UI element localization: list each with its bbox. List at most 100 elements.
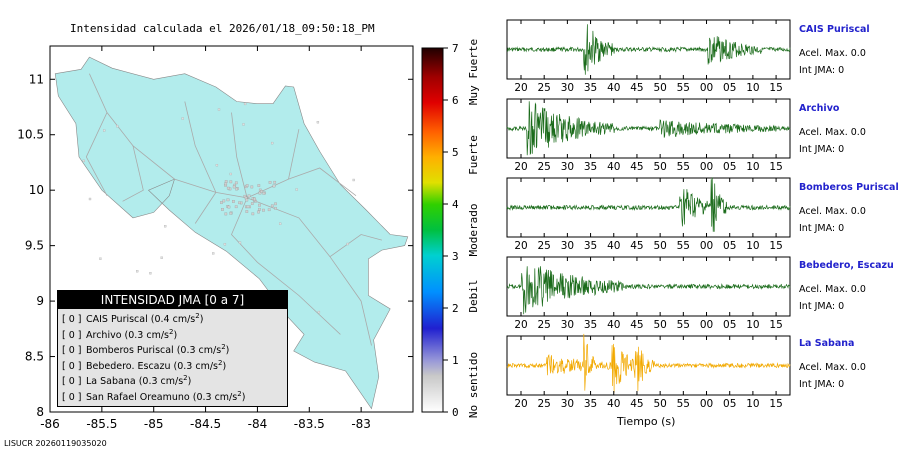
station-name: Bebedero, Escazu	[799, 260, 894, 271]
map-title: Intensidad calculada el 2026/01/18_09:50…	[70, 22, 375, 35]
time-tick-label: 00	[700, 398, 713, 410]
legend-item-sup: 2	[183, 374, 188, 382]
time-tick-label: 35	[584, 319, 597, 331]
time-tick-label: 30	[561, 319, 574, 331]
legend-item-intensity: [ 0 ]	[62, 376, 82, 388]
time-tick-label: 20	[514, 319, 527, 331]
station-marker	[229, 180, 233, 184]
legend-item-sup: 2	[169, 327, 174, 336]
station-marker	[258, 207, 261, 211]
y-tick-label: 8	[36, 405, 44, 419]
station-intensity: Int JMA: 0	[799, 65, 845, 76]
station-marker	[226, 186, 230, 190]
legend-item: [ 0 ] Bomberos Puriscal (0.3 cm/s2)	[58, 340, 287, 356]
waveform-trace	[506, 177, 791, 232]
time-tick-label: 55	[677, 398, 690, 410]
time-tick-label: 45	[630, 82, 643, 94]
x-tick-label: -83.5	[294, 417, 325, 431]
scale-tick-label: 7	[452, 42, 459, 55]
station-marker	[271, 141, 274, 145]
station-marker	[273, 180, 277, 184]
time-tick-label: 05	[723, 161, 736, 173]
intensity-legend: INTENSIDAD JMA [0 a 7] [ 0 ] CAIS Purisca…	[57, 290, 288, 407]
time-tick-label: 55	[677, 161, 690, 173]
time-tick-label: 50	[653, 240, 666, 252]
time-tick-label: 40	[607, 161, 620, 173]
x-tick-label: -83	[351, 417, 371, 431]
station-marker	[149, 272, 152, 275]
legend-item-intensity: [ 0 ]	[62, 314, 82, 326]
station-marker	[245, 184, 249, 187]
station-marker	[268, 181, 272, 184]
legend-item-sup: 2	[217, 358, 223, 367]
station-name: La Sabana	[799, 338, 855, 349]
station-marker	[262, 191, 266, 195]
station-marker	[136, 270, 139, 273]
station-marker	[316, 121, 320, 124]
station-marker	[234, 181, 238, 185]
station-intensity: Int JMA: 0	[799, 301, 845, 312]
station-marker	[215, 164, 219, 167]
station-marker	[250, 202, 254, 205]
time-tick-label: 25	[538, 82, 551, 94]
station-marker	[217, 108, 221, 111]
station-name: Archivo	[799, 103, 840, 114]
time-tick-label: 25	[538, 398, 551, 410]
legend-item-label: Bomberos Puriscal (0.3 cm/s	[86, 345, 222, 357]
scale-category-label: Fuerte	[467, 135, 480, 175]
time-tick-label: 55	[677, 319, 690, 331]
station-marker	[224, 212, 228, 216]
y-tick-label: 11	[29, 72, 44, 86]
station-marker	[257, 210, 260, 214]
time-tick-label: 40	[607, 398, 620, 410]
time-tick-label: 50	[653, 161, 666, 173]
time-tick-label: 00	[700, 240, 713, 252]
map-axes: -86 -85.5 -85 -84.5 -84 -83.5 -83 11 10.5 10 9.5 9 8…	[17, 46, 413, 431]
footer-id: LISUCR 20260119035020	[4, 439, 107, 448]
station-marker	[160, 256, 163, 259]
time-tick-label: 00	[700, 319, 713, 331]
station-marker	[245, 210, 249, 213]
station-marker	[257, 184, 261, 187]
time-tick-label: 30	[561, 240, 574, 252]
time-tick-label: 50	[653, 319, 666, 331]
time-tick-label: 30	[561, 398, 574, 410]
station-marker	[221, 208, 224, 211]
scale-tick-label: 2	[452, 302, 459, 315]
legend-item: [ 0 ] San Rafael Oreamuno (0.3 cm/s2)	[58, 387, 287, 403]
scale-tick-label: 6	[452, 94, 459, 107]
legend-item-intensity: [ 0 ]	[62, 329, 82, 341]
legend-item-sup: 2	[195, 312, 200, 320]
station-marker	[270, 204, 274, 208]
station-name: Bomberos Puriscal	[799, 182, 899, 193]
station-marker	[250, 185, 254, 189]
time-tick-label: 35	[584, 82, 597, 94]
legend-item-label: La Sabana (0.3 cm/s	[86, 376, 184, 388]
scale-tick-label: 1	[452, 354, 459, 367]
station-marker	[245, 198, 249, 202]
scale-tick-label: 4	[452, 198, 459, 211]
time-axis-label: Tiempo (s)	[617, 415, 676, 428]
time-tick-label: 45	[630, 398, 643, 410]
station-marker	[242, 123, 245, 126]
station-marker	[247, 194, 251, 198]
costa-rica-landmass	[54, 56, 409, 410]
station-marker	[346, 242, 349, 246]
station-intensity: Int JMA: 0	[799, 144, 845, 155]
time-tick-label: 40	[607, 82, 620, 94]
legend-item-intensity: [ 0 ]	[62, 360, 82, 372]
time-tick-label: 35	[584, 398, 597, 410]
station-marker	[235, 187, 238, 191]
waveform-trace	[506, 266, 791, 315]
legend-header: INTENSIDAD JMA [0 a 7]	[58, 291, 287, 309]
legend-item-label: CAIS Puriscal (0.4 cm/s	[86, 314, 196, 326]
time-tick-label: 55	[677, 240, 690, 252]
time-tick-label: 10	[746, 240, 759, 252]
station-marker	[88, 197, 92, 201]
station-marker	[279, 222, 282, 225]
station-marker	[116, 124, 119, 128]
station-marker	[232, 185, 236, 189]
waveform-trace	[506, 24, 791, 75]
station-marker	[352, 178, 355, 182]
